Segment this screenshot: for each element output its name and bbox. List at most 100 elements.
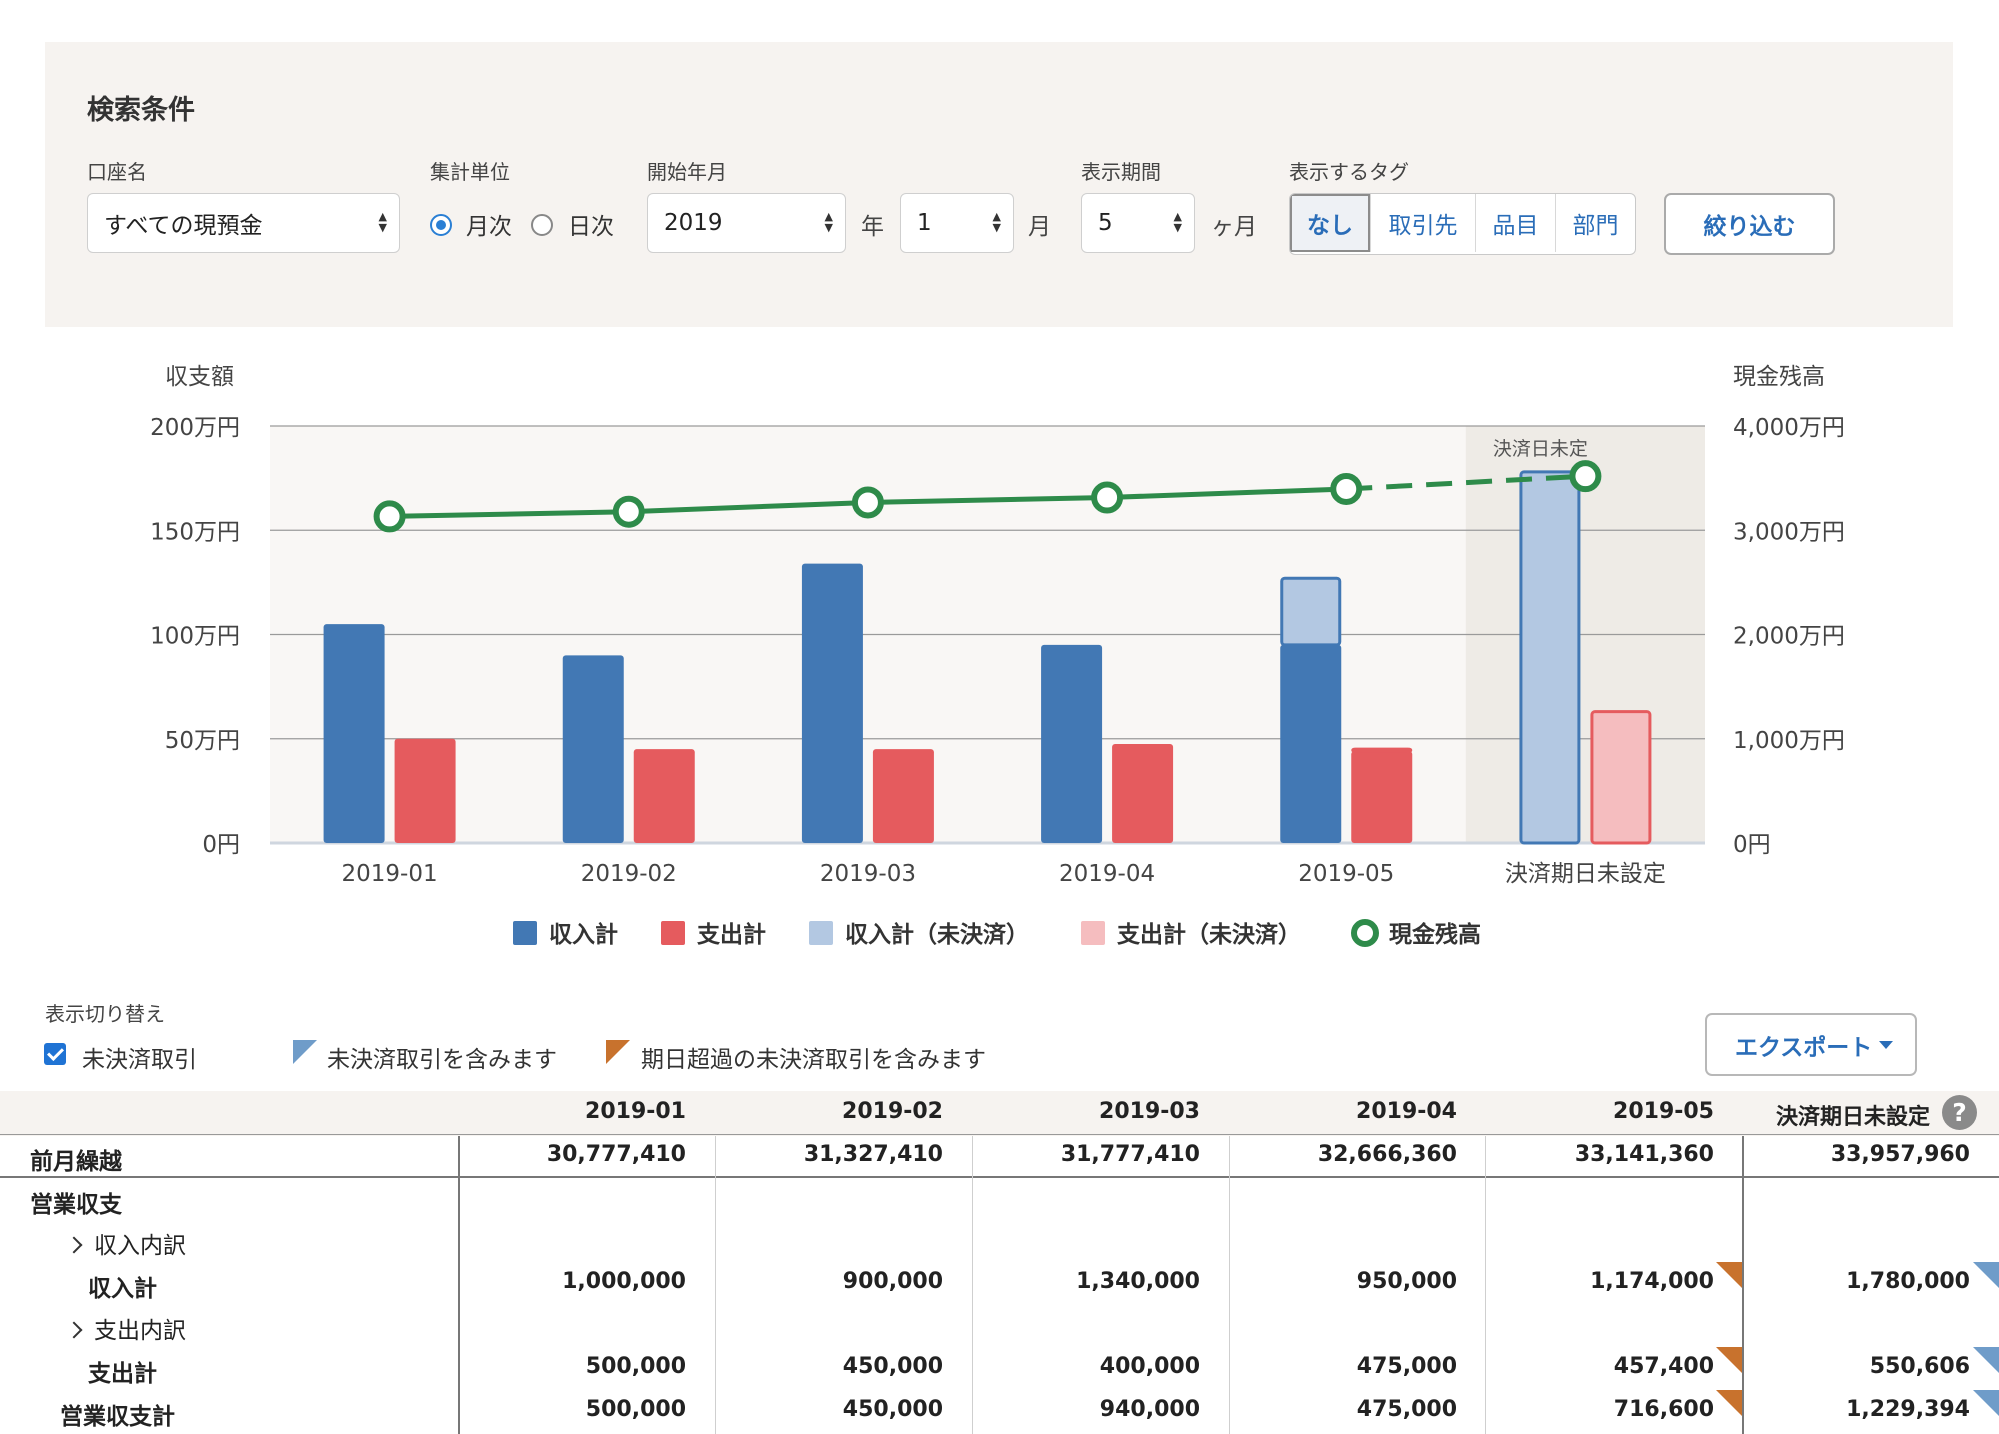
cell-operating-total: 450,000 xyxy=(842,1397,943,1422)
month-unit: 月 xyxy=(1028,214,1051,240)
expense-bar xyxy=(872,749,934,843)
unset-column-divider xyxy=(1742,1136,1744,1434)
cell-operating-total: 1,229,394 xyxy=(1846,1397,1970,1422)
column-header-2019-02: 2019-02 xyxy=(842,1099,943,1124)
cell-operating-total: 500,000 xyxy=(585,1397,686,1422)
column-header-unset: 決済期日未設定 xyxy=(1775,1105,1930,1130)
unset-region-label: 決済日未定 xyxy=(1493,438,1588,460)
x-tick-label: 2019-03 xyxy=(820,861,916,887)
row-income-breakdown[interactable]: 収入内訳 xyxy=(65,1226,186,1260)
column-header-2019-01: 2019-01 xyxy=(585,1099,686,1124)
help-icon[interactable]: ? xyxy=(1942,1095,1977,1130)
cell-operating-total: 940,000 xyxy=(1099,1397,1200,1422)
legend-swatch xyxy=(1351,919,1379,947)
cell-expense-total: 450,000 xyxy=(842,1354,943,1379)
export-button[interactable]: エクスポート xyxy=(1705,1013,1917,1076)
column-header-2019-05: 2019-05 xyxy=(1613,1099,1714,1124)
month-select-value: 1 xyxy=(917,210,932,236)
cell-expense-total: 500,000 xyxy=(585,1354,686,1379)
account-label: 口座名 xyxy=(87,160,147,184)
overdue-marker-icon xyxy=(1716,1390,1742,1416)
right-tick-label: 4,000万円 xyxy=(1733,415,1845,441)
tag-item[interactable]: 品目 xyxy=(1475,194,1555,252)
legend-label: 支出計 xyxy=(696,921,766,948)
row-expense-breakdown[interactable]: 支出内訳 xyxy=(65,1311,186,1345)
period-select[interactable]: 5 ▲ ▼ xyxy=(1081,193,1195,253)
cell-expense-total: 400,000 xyxy=(1099,1354,1200,1379)
caret-down-icon xyxy=(1879,1041,1893,1049)
cell-income-total: 1,174,000 xyxy=(1590,1269,1714,1294)
column-header-2019-04: 2019-04 xyxy=(1356,1099,1457,1124)
x-tick-label: 2019-02 xyxy=(581,861,677,887)
tag-department[interactable]: 部門 xyxy=(1555,194,1635,252)
legend-label: 収入計（未決済） xyxy=(845,921,1029,948)
cell-expense-total: 457,400 xyxy=(1613,1354,1714,1379)
column-divider xyxy=(972,1136,973,1434)
year-select[interactable]: 2019 ▲ ▼ xyxy=(647,193,846,253)
search-title: 検索条件 xyxy=(87,95,195,126)
column-divider xyxy=(715,1136,716,1434)
toggle-title: 表示切り替え xyxy=(45,1002,165,1026)
tag-toggle-group: なし 取引先 品目 部門 xyxy=(1289,193,1636,255)
balance-point xyxy=(851,486,884,519)
header-divider xyxy=(0,1134,1999,1135)
legend-swatch xyxy=(661,921,685,945)
filter-button[interactable]: 絞り込む xyxy=(1664,193,1835,255)
expense-unsettled-bar xyxy=(1351,747,1413,753)
daily-radio-label[interactable]: 日次 xyxy=(568,214,614,240)
overdue-marker-icon xyxy=(606,1040,630,1064)
right-tick-label: 1,000万円 xyxy=(1733,728,1845,754)
cashflow-chart: 決済日未定 0円 50万円 100万円 150万円 200万円 0円 1,000万円 2,000… xyxy=(150,364,1845,948)
tag-client[interactable]: 取引先 xyxy=(1370,194,1475,252)
label-column-divider xyxy=(458,1136,460,1434)
table-header xyxy=(0,1091,1999,1136)
unsettled-checkbox-label[interactable]: 未決済取引 xyxy=(82,1047,197,1073)
balance-point xyxy=(1091,481,1124,514)
cell-income-total: 1,340,000 xyxy=(1076,1269,1200,1294)
legend-label: 支出計（未決済） xyxy=(1116,921,1301,948)
column-divider xyxy=(1229,1136,1230,1434)
period-unit: ヶ月 xyxy=(1211,214,1257,240)
row-label-income-breakdown: 収入内訳 xyxy=(94,1233,186,1259)
x-tick-label: 2019-04 xyxy=(1059,861,1155,887)
cell-operating-total: 475,000 xyxy=(1356,1397,1457,1422)
expense-bar xyxy=(394,738,456,843)
cell-income-total: 900,000 xyxy=(842,1269,943,1294)
left-tick-label: 150万円 xyxy=(150,519,240,545)
year-select-value: 2019 xyxy=(664,210,723,236)
select-arrows-icon: ▲ ▼ xyxy=(824,210,833,234)
start-label: 開始年月 xyxy=(647,160,727,184)
expense-bar xyxy=(1112,743,1174,843)
monthly-radio[interactable] xyxy=(430,214,452,236)
export-button-label: エクスポート xyxy=(1735,1034,1873,1061)
cell-income-total: 1,000,000 xyxy=(562,1269,686,1294)
cell-carryover: 31,777,410 xyxy=(1060,1142,1200,1167)
unsettled-marker-icon xyxy=(1973,1390,1999,1416)
row-label-income-total: 収入計 xyxy=(88,1276,157,1302)
income-bar xyxy=(1280,644,1342,843)
monthly-radio-label[interactable]: 月次 xyxy=(466,214,512,240)
cell-income-total: 950,000 xyxy=(1356,1269,1457,1294)
account-select[interactable]: すべての現預金 ▲ ▼ xyxy=(87,193,400,253)
cell-carryover: 32,666,360 xyxy=(1317,1142,1457,1167)
column-header-2019-03: 2019-03 xyxy=(1099,1099,1200,1124)
tag-none[interactable]: なし xyxy=(1290,194,1370,252)
chevron-right-icon xyxy=(65,1236,83,1254)
row-label-expense-total: 支出計 xyxy=(88,1361,157,1387)
month-select[interactable]: 1 ▲ ▼ xyxy=(900,193,1014,253)
overdue-marker-label: 期日超過の未決済取引を含みます xyxy=(641,1047,986,1073)
select-arrows-icon: ▲ ▼ xyxy=(992,210,1001,234)
search-panel xyxy=(45,42,1953,327)
x-tick-label: 2019-05 xyxy=(1298,861,1394,887)
balance-point xyxy=(612,495,645,528)
left-tick-label: 200万円 xyxy=(150,415,240,441)
daily-radio[interactable] xyxy=(531,214,553,236)
legend-swatch xyxy=(809,921,833,945)
overdue-marker-icon xyxy=(1716,1262,1742,1288)
legend-swatch xyxy=(513,921,537,945)
legend-swatch xyxy=(1081,921,1105,945)
row-label-expense-breakdown: 支出内訳 xyxy=(94,1318,186,1344)
cell-operating-total: 716,600 xyxy=(1613,1397,1714,1422)
unsettled-checkbox[interactable] xyxy=(44,1043,66,1065)
right-axis-title: 現金残高 xyxy=(1733,364,1825,390)
